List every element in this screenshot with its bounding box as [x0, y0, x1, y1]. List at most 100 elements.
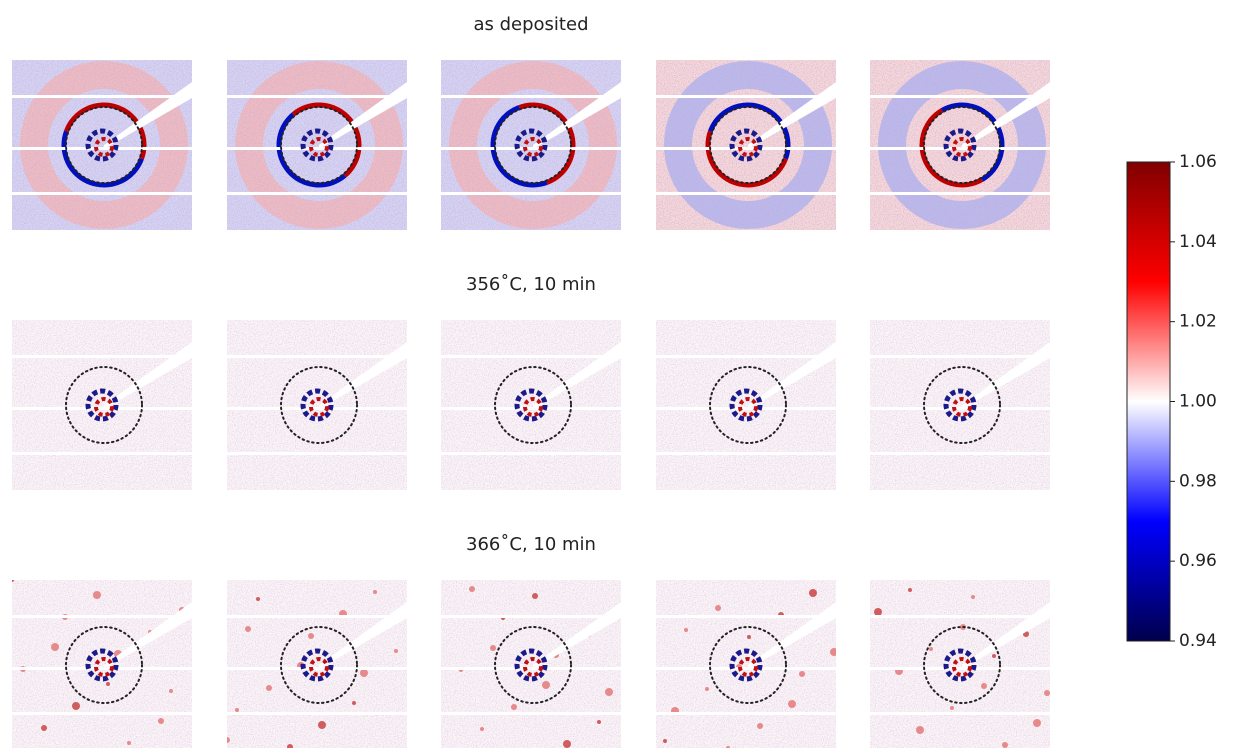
hot-spot: [992, 654, 996, 658]
detector-gap: [227, 95, 407, 98]
detector-gap: [12, 95, 192, 98]
hot-spot: [663, 739, 667, 743]
colorbar-tick-label: 1.06: [1179, 152, 1217, 172]
hot-spot: [908, 588, 912, 592]
detector-gap: [656, 192, 836, 195]
hot-spot: [235, 708, 239, 712]
hot-spot: [981, 683, 987, 689]
detector-gap: [656, 147, 836, 150]
colorbar-tick-label: 0.98: [1179, 471, 1217, 491]
detector-gap: [12, 355, 192, 358]
detector-gap: [656, 615, 836, 618]
hot-spot: [490, 645, 496, 651]
hot-spot: [245, 626, 251, 632]
detector-gap: [441, 407, 621, 410]
detector-gap: [12, 407, 192, 410]
speckle-red: [227, 320, 407, 490]
detector-gap: [12, 615, 192, 618]
hot-spot: [788, 700, 796, 708]
speckle-red: [12, 60, 192, 230]
hot-spot: [158, 718, 164, 724]
hot-spot: [563, 740, 571, 748]
detector-gap: [656, 667, 836, 670]
colorbar-tick-label: 0.96: [1179, 551, 1217, 571]
hot-spot: [684, 628, 688, 632]
heatmap-panel: [12, 320, 192, 490]
detector-gap: [870, 95, 1050, 98]
hot-spot: [318, 721, 326, 729]
detector-gap: [227, 667, 407, 670]
hot-spot: [605, 688, 613, 696]
speckle-red: [441, 580, 621, 748]
hot-spot: [950, 706, 954, 710]
colorbar-tick-label: 1.02: [1179, 312, 1217, 332]
detector-gap: [656, 712, 836, 715]
speckle-red: [227, 60, 407, 230]
detector-gap: [441, 147, 621, 150]
colorbar-tick-label: 1.00: [1179, 392, 1217, 412]
speckle-red: [870, 580, 1050, 748]
hot-spot: [127, 741, 131, 745]
hot-spot: [41, 725, 47, 731]
hot-spot: [809, 589, 817, 597]
speckle-red: [870, 60, 1050, 230]
hot-spot: [480, 727, 484, 731]
detector-gap: [227, 192, 407, 195]
heatmap-panel: [656, 60, 836, 230]
hot-spot: [394, 649, 398, 653]
speckle-red: [441, 60, 621, 230]
detector-gap: [870, 407, 1050, 410]
speckle-red: [12, 580, 192, 748]
speckle-red: [12, 320, 192, 490]
detector-gap: [656, 95, 836, 98]
hot-spot: [10, 578, 14, 582]
hot-spot: [799, 671, 805, 677]
detector-gap: [441, 355, 621, 358]
hot-spot: [308, 633, 314, 639]
heatmap-panel: [441, 580, 622, 748]
speckle-red: [870, 320, 1050, 490]
colorbar-tick-label: 1.04: [1179, 232, 1217, 252]
hot-spot: [1033, 719, 1041, 727]
detector-gap: [656, 355, 836, 358]
speckle-red: [227, 580, 407, 748]
hot-spot: [874, 608, 882, 616]
detector-gap: [12, 452, 192, 455]
detector-gap: [12, 192, 192, 195]
hot-spot: [1044, 690, 1050, 696]
hot-spot: [542, 681, 550, 689]
figure: as deposited356˚C, 10 min366˚C, 10 min0.…: [0, 0, 1252, 748]
hot-spot: [72, 702, 80, 710]
hot-spot: [256, 597, 260, 601]
heatmap-panel: [12, 60, 192, 230]
heatmap-panel: [10, 578, 192, 748]
hot-spot: [266, 685, 272, 691]
hot-spot: [169, 689, 173, 693]
detector-gap: [870, 147, 1050, 150]
heatmap-panel: [441, 320, 621, 490]
detector-gap: [12, 147, 192, 150]
hot-spot: [352, 701, 356, 705]
colorbar: [1127, 162, 1170, 641]
heatmap-panel: [227, 320, 407, 490]
colorbar-tick-label: 0.94: [1179, 631, 1217, 651]
detector-gap: [441, 667, 621, 670]
detector-gap: [870, 192, 1050, 195]
heatmap-panel: [656, 320, 836, 490]
hot-spot: [705, 687, 709, 691]
detector-gap: [870, 355, 1050, 358]
detector-gap: [656, 407, 836, 410]
detector-gap: [227, 147, 407, 150]
detector-gap: [656, 452, 836, 455]
hot-spot: [469, 586, 475, 592]
heatmap-panel: [870, 60, 1050, 230]
detector-gap: [870, 667, 1050, 670]
detector-gap: [870, 615, 1050, 618]
hot-spot: [1002, 742, 1008, 748]
hot-spot: [830, 648, 838, 656]
heatmap-panel: [224, 580, 407, 748]
speckle-red: [656, 60, 836, 230]
detector-gap: [227, 407, 407, 410]
hot-spot: [360, 669, 368, 677]
detector-gap: [870, 452, 1050, 455]
